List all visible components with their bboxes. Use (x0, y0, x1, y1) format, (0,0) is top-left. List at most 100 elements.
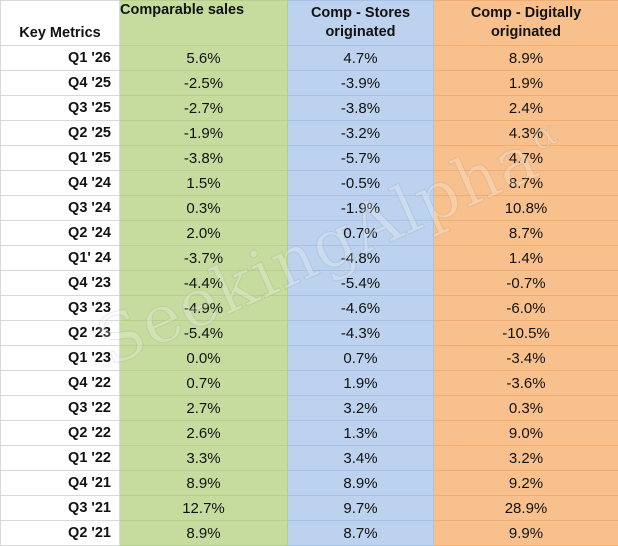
cell-comp-stores: -4.8% (287, 245, 434, 271)
row-label: Q3 '22 (0, 395, 120, 421)
table-row: Q2 '24 2.0% 0.7% 8.7% (0, 220, 618, 246)
cell-comp-stores: -3.2% (287, 120, 434, 146)
cell-comp-digital: -3.4% (433, 345, 618, 371)
cell-comparable-sales: 12.7% (119, 495, 288, 521)
cell-comp-stores: 1.3% (287, 420, 434, 446)
cell-comp-stores: -4.3% (287, 320, 434, 346)
cell-comparable-sales: 2.6% (119, 420, 288, 446)
cell-comp-digital: 8.9% (433, 45, 618, 71)
row-label: Q2 '25 (0, 120, 120, 146)
cell-comparable-sales: 2.7% (119, 395, 288, 421)
cell-comp-stores: 1.9% (287, 370, 434, 396)
cell-comp-stores: -5.7% (287, 145, 434, 171)
table-row: Q4 '21 8.9% 8.9% 9.2% (0, 470, 618, 496)
cell-comp-stores: -4.6% (287, 295, 434, 321)
cell-comp-digital: 0.3% (433, 395, 618, 421)
table-row: Q1 '26 5.6% 4.7% 8.9% (0, 45, 618, 71)
cell-comp-digital: 9.2% (433, 470, 618, 496)
cell-comp-digital: -0.7% (433, 270, 618, 296)
row-label: Q4 '21 (0, 470, 120, 496)
header-comparable-sales: Comparable sales (119, 0, 288, 46)
row-label: Q4 '23 (0, 270, 120, 296)
cell-comparable-sales: -2.5% (119, 70, 288, 96)
row-label: Q3 '23 (0, 295, 120, 321)
cell-comp-stores: 8.9% (287, 470, 434, 496)
table-row: Q3 '22 2.7% 3.2% 0.3% (0, 395, 618, 421)
row-label: Q4 '22 (0, 370, 120, 396)
cell-comp-digital: 1.9% (433, 70, 618, 96)
cell-comp-digital: -3.6% (433, 370, 618, 396)
table-row: Q2 '23 -5.4% -4.3% -10.5% (0, 320, 618, 346)
cell-comp-digital: 9.9% (433, 520, 618, 546)
cell-comparable-sales: -4.4% (119, 270, 288, 296)
table-row: Q2 '22 2.6% 1.3% 9.0% (0, 420, 618, 446)
table-row: Q2 '21 8.9% 8.7% 9.9% (0, 520, 618, 546)
cell-comparable-sales: 8.9% (119, 520, 288, 546)
table-row: Q3 '24 0.3% -1.9% 10.8% (0, 195, 618, 221)
row-label: Q2 '22 (0, 420, 120, 446)
cell-comp-stores: 0.7% (287, 345, 434, 371)
cell-comp-digital: 3.2% (433, 445, 618, 471)
table-body: Q1 '26 5.6% 4.7% 8.9% Q4 '25 -2.5% -3.9% 1.9% Q3… (0, 45, 618, 546)
cell-comp-stores: -3.9% (287, 70, 434, 96)
table-row: Q4 '25 -2.5% -3.9% 1.9% (0, 70, 618, 96)
cell-comparable-sales: -2.7% (119, 95, 288, 121)
cell-comp-stores: 4.7% (287, 45, 434, 71)
cell-comparable-sales: 5.6% (119, 45, 288, 71)
cell-comp-stores: -3.8% (287, 95, 434, 121)
cell-comp-stores: 9.7% (287, 495, 434, 521)
cell-comp-stores: 3.2% (287, 395, 434, 421)
cell-comparable-sales: 1.5% (119, 170, 288, 196)
row-label: Q1 '23 (0, 345, 120, 371)
cell-comparable-sales: -5.4% (119, 320, 288, 346)
cell-comparable-sales: -1.9% (119, 120, 288, 146)
table-row: Q3 '21 12.7% 9.7% 28.9% (0, 495, 618, 521)
cell-comparable-sales: 0.7% (119, 370, 288, 396)
cell-comp-stores: -0.5% (287, 170, 434, 196)
cell-comp-digital: 10.8% (433, 195, 618, 221)
header-row: Key Metrics Comparable sales Comp - Stor… (0, 0, 618, 46)
row-label: Q4 '25 (0, 70, 120, 96)
row-label: Q1' 24 (0, 245, 120, 271)
header-key-metrics: Key Metrics (0, 0, 120, 46)
table-row: Q4 '22 0.7% 1.9% -3.6% (0, 370, 618, 396)
row-label: Q3 '21 (0, 495, 120, 521)
cell-comp-digital: -10.5% (433, 320, 618, 346)
table-row: Q1' 24 -3.7% -4.8% 1.4% (0, 245, 618, 271)
cell-comp-digital: 4.3% (433, 120, 618, 146)
cell-comparable-sales: 2.0% (119, 220, 288, 246)
row-label: Q2 '21 (0, 520, 120, 546)
table-row: Q3 '23 -4.9% -4.6% -6.0% (0, 295, 618, 321)
cell-comparable-sales: 0.0% (119, 345, 288, 371)
cell-comp-stores: 8.7% (287, 520, 434, 546)
table-row: Q4 '23 -4.4% -5.4% -0.7% (0, 270, 618, 296)
row-label: Q2 '23 (0, 320, 120, 346)
table-row: Q1 '25 -3.8% -5.7% 4.7% (0, 145, 618, 171)
cell-comp-digital: -6.0% (433, 295, 618, 321)
cell-comparable-sales: 0.3% (119, 195, 288, 221)
row-label: Q4 '24 (0, 170, 120, 196)
cell-comparable-sales: 8.9% (119, 470, 288, 496)
cell-comp-digital: 8.7% (433, 170, 618, 196)
cell-comp-digital: 1.4% (433, 245, 618, 271)
header-comp-stores-originated: Comp - Stores originated (287, 0, 434, 46)
header-comp-digitally-originated: Comp - Digitally originated (433, 0, 618, 46)
cell-comp-stores: 0.7% (287, 220, 434, 246)
table-row: Q4 '24 1.5% -0.5% 8.7% (0, 170, 618, 196)
row-label: Q2 '24 (0, 220, 120, 246)
cell-comp-stores: -5.4% (287, 270, 434, 296)
row-label: Q1 '26 (0, 45, 120, 71)
cell-comp-digital: 28.9% (433, 495, 618, 521)
cell-comp-digital: 4.7% (433, 145, 618, 171)
cell-comp-stores: -1.9% (287, 195, 434, 221)
cell-comp-digital: 2.4% (433, 95, 618, 121)
cell-comparable-sales: -3.7% (119, 245, 288, 271)
cell-comparable-sales: -3.8% (119, 145, 288, 171)
table-row: Q1 '23 0.0% 0.7% -3.4% (0, 345, 618, 371)
cell-comp-digital: 9.0% (433, 420, 618, 446)
table-row: Q3 '25 -2.7% -3.8% 2.4% (0, 95, 618, 121)
row-label: Q3 '24 (0, 195, 120, 221)
cell-comp-stores: 3.4% (287, 445, 434, 471)
